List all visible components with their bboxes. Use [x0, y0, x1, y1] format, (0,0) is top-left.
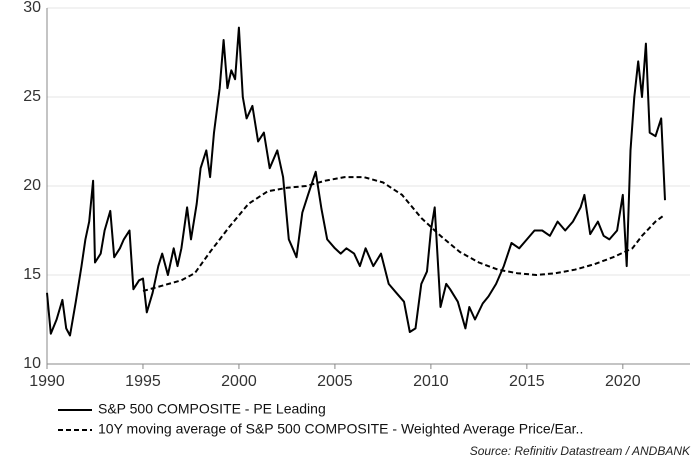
- source-note: Source: Refinitiv Datastream / ANDBANK: [470, 444, 691, 458]
- x-tick-label: 1990: [29, 373, 65, 390]
- x-tick-label: 2010: [413, 373, 449, 390]
- series-line: [46, 26, 666, 337]
- x-tick-label: 2000: [221, 373, 257, 390]
- y-tick-label: 25: [23, 88, 41, 105]
- series-line: [142, 176, 666, 292]
- x-tick-label: 1995: [125, 373, 161, 390]
- y-tick-label: 30: [23, 0, 41, 16]
- y-tick-label: 10: [23, 355, 41, 372]
- y-tick-label: 20: [23, 177, 41, 194]
- x-tick-label: 2020: [605, 373, 641, 390]
- x-tick-label: 2005: [317, 373, 353, 390]
- x-tick-label: 2015: [509, 373, 545, 390]
- legend-label: S&P 500 COMPOSITE - PE Leading: [98, 401, 326, 417]
- legend-label: 10Y moving average of S&P 500 COMPOSITE …: [98, 421, 583, 437]
- y-tick-label: 15: [23, 266, 41, 283]
